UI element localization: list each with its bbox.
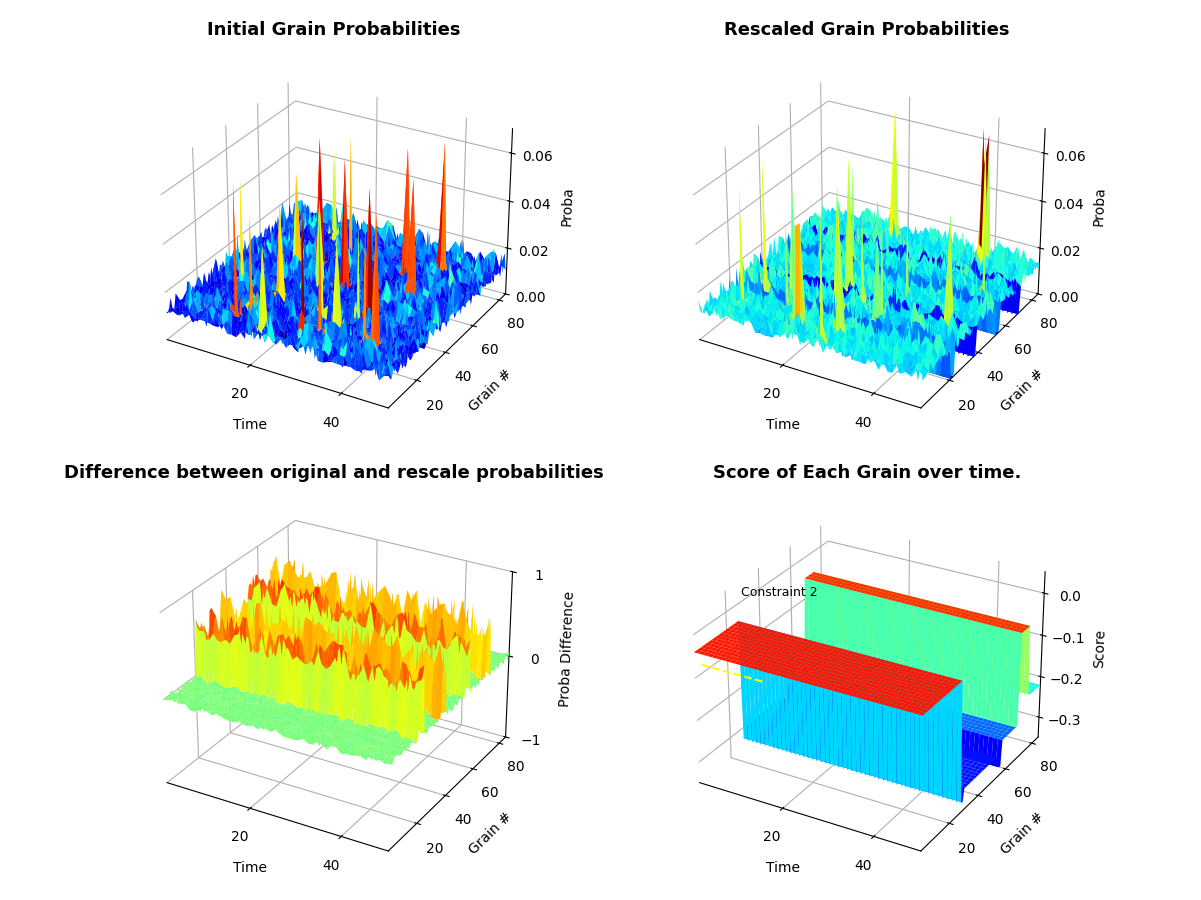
X-axis label: Time: Time: [766, 861, 800, 876]
Y-axis label: Grain #: Grain #: [466, 366, 514, 414]
X-axis label: Time: Time: [766, 418, 800, 432]
Title: Score of Each Grain over time.: Score of Each Grain over time.: [712, 464, 1021, 482]
Y-axis label: Grain #: Grain #: [998, 810, 1047, 858]
Text: Constraint 2: Constraint 2: [741, 586, 818, 599]
X-axis label: Time: Time: [233, 418, 267, 432]
Title: Initial Grain Probabilities: Initial Grain Probabilities: [208, 21, 461, 39]
Y-axis label: Grain #: Grain #: [466, 810, 514, 858]
Y-axis label: Grain #: Grain #: [998, 366, 1047, 414]
X-axis label: Time: Time: [233, 861, 267, 876]
Title: Rescaled Grain Probabilities: Rescaled Grain Probabilities: [724, 21, 1010, 39]
Title: Difference between original and rescale probabilities: Difference between original and rescale …: [65, 464, 604, 482]
